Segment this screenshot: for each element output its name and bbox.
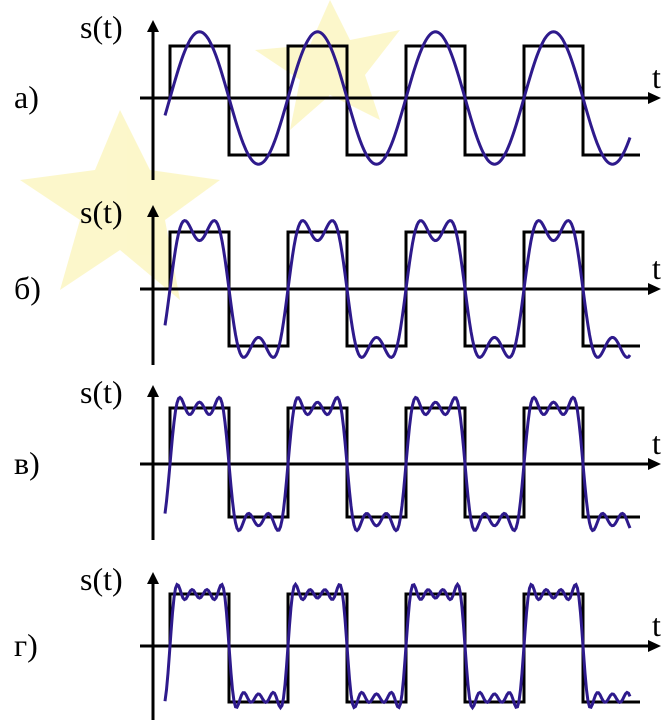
square-wave [168, 230, 640, 348]
y-arrow [147, 385, 159, 397]
fourier-curve [163, 395, 632, 533]
panel: s(t) t а) [14, 9, 661, 180]
x-axis-label: t [652, 59, 661, 95]
y-axis-label: s(t) [80, 561, 123, 597]
y-arrow [147, 20, 159, 32]
x-axis-label: t [652, 607, 661, 643]
square-wave [168, 44, 640, 157]
y-axis-label: s(t) [80, 374, 123, 410]
panel-label: в) [14, 445, 40, 481]
panel: s(t) t б) [14, 194, 661, 365]
panel: s(t) t г) [14, 561, 661, 720]
y-arrow [147, 572, 159, 584]
panel: s(t) t в) [14, 374, 661, 540]
panel-label: а) [14, 79, 39, 115]
panel-label: б) [14, 270, 41, 306]
y-axis-label: s(t) [80, 194, 123, 230]
x-arrow [648, 640, 661, 652]
fourier-curve [163, 30, 632, 166]
x-arrow [648, 92, 661, 104]
x-axis-label: t [652, 425, 661, 461]
y-axis-label: s(t) [80, 9, 123, 45]
x-arrow [648, 458, 661, 470]
x-axis-label: t [652, 250, 661, 286]
fourier-curve [163, 581, 632, 711]
y-arrow [147, 205, 159, 217]
panel-label: г) [14, 627, 38, 663]
fourier-curve [163, 218, 632, 360]
star [255, 0, 400, 130]
x-arrow [648, 283, 661, 295]
